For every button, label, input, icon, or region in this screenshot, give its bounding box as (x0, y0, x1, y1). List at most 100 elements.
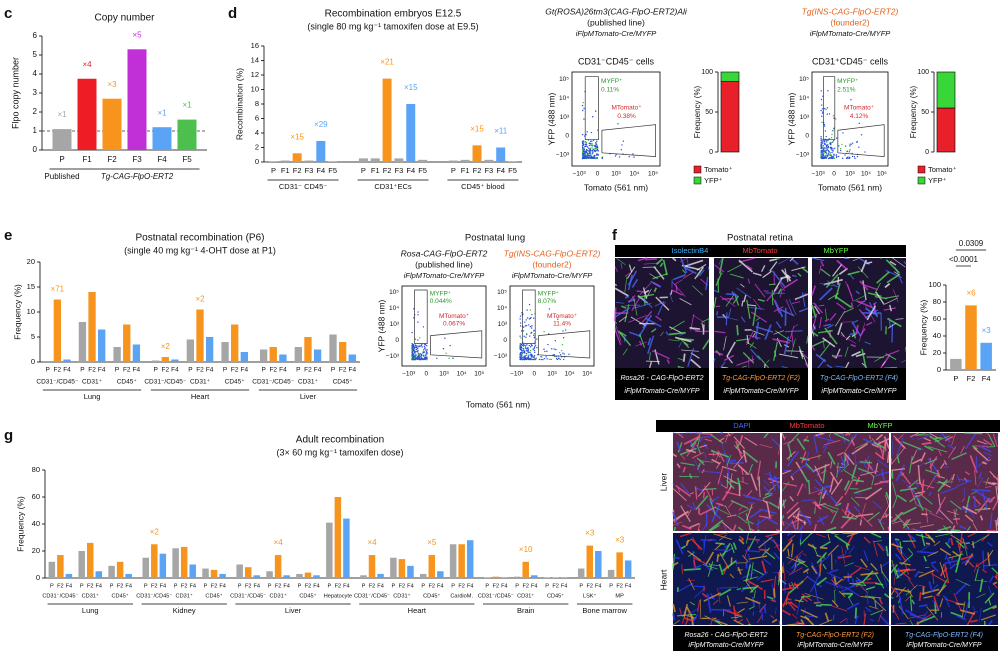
micrograph-texture (984, 592, 995, 604)
micrograph-texture (749, 509, 762, 519)
micrograph-texture (893, 435, 907, 449)
flow-event (590, 131, 593, 134)
micrograph-texture (837, 555, 852, 559)
bar (57, 555, 64, 578)
micrograph-texture (773, 350, 777, 357)
y-tick-label: 10 (251, 84, 259, 93)
subgroup-label: CD31⁺ (298, 379, 319, 386)
flow-event (520, 356, 522, 359)
micrograph-texture (835, 365, 846, 368)
micrograph-texture (773, 552, 781, 560)
flow-event (527, 358, 529, 360)
flow-event (519, 353, 521, 356)
flow-event (414, 346, 416, 349)
micrograph-texture (873, 441, 886, 450)
micrograph-texture (972, 541, 975, 549)
x-tick-label: F4 (377, 583, 384, 589)
micrograph-texture (783, 521, 793, 532)
flow-event (825, 135, 827, 138)
micrograph-texture (637, 293, 655, 298)
stain-label: MbYFP (823, 246, 848, 255)
micrograph-texture (738, 507, 754, 515)
flow-event (525, 353, 528, 355)
flow-event (559, 358, 561, 361)
micrograph-texture (672, 453, 678, 458)
flow-event (820, 90, 822, 92)
micrograph-texture (816, 436, 836, 443)
chart-title: Postnatal recombination (P6) (136, 233, 265, 244)
micrograph-texture (986, 529, 997, 532)
flow-frame (401, 285, 487, 367)
micrograph-texture (628, 314, 648, 323)
y-tick-label: 80 (32, 465, 40, 474)
micrograph-texture (727, 501, 735, 508)
bar (142, 557, 149, 578)
micrograph-texture (758, 536, 773, 549)
flow-event (525, 324, 528, 327)
micrograph-texture (865, 321, 873, 326)
micrograph-texture (820, 504, 836, 513)
micrograph-texture (776, 529, 781, 532)
micrograph-texture (860, 503, 866, 520)
micrograph-texture (918, 569, 935, 578)
micrograph-texture (715, 542, 725, 545)
x-tick-label: F2 (57, 583, 64, 589)
flow-event (584, 151, 586, 153)
bar (296, 573, 303, 578)
flow-event (826, 141, 828, 143)
micrograph-texture (841, 321, 854, 323)
flow-event (583, 118, 585, 120)
bar (343, 518, 350, 578)
micrograph-texture (929, 457, 932, 472)
micrograph-texture (618, 315, 627, 323)
micrograph-texture (819, 304, 825, 307)
micrograph-texture (978, 607, 982, 623)
micrograph-texture (803, 355, 809, 367)
micrograph-texture (690, 437, 699, 448)
flow-event (524, 355, 527, 357)
micrograph-texture (914, 481, 935, 489)
micrograph-texture (790, 338, 796, 356)
micrograph-texture (771, 270, 786, 287)
micrograph-texture (972, 606, 976, 611)
micrograph-texture (675, 284, 678, 292)
micrograph-texture (745, 504, 753, 521)
micrograph-texture (979, 578, 984, 593)
flow-event (529, 317, 532, 320)
bar (78, 322, 87, 362)
micrograph-texture (919, 544, 931, 553)
flow-event (592, 148, 594, 150)
flow-x-tick: 10⁴ (629, 171, 639, 178)
micrograph-texture (677, 365, 685, 369)
micrograph-texture (769, 487, 774, 491)
flow-y-tick: 10³ (800, 114, 810, 121)
micrograph-texture (713, 296, 717, 309)
flow-event (824, 157, 826, 159)
micrograph-texture (745, 578, 763, 591)
y-axis-label: Recombination (%) (234, 68, 244, 140)
micrograph-texture (771, 290, 775, 296)
micrograph-texture (964, 514, 974, 523)
micrograph-texture (773, 588, 776, 598)
flow-event (849, 149, 851, 151)
y-tick-label: 14 (251, 55, 259, 64)
micrograph-texture (813, 524, 817, 532)
micrograph-texture (857, 266, 869, 279)
micrograph-texture (800, 615, 810, 620)
gate-name: MTomato⁺ (611, 104, 642, 111)
flow-event (820, 136, 822, 138)
micrograph-texture (892, 257, 906, 268)
flow-event (529, 349, 532, 352)
micrograph-texture (937, 479, 949, 493)
panel-letter: c (4, 5, 12, 22)
flow-event (822, 149, 825, 151)
x-tick-label: P (50, 583, 54, 589)
flow-event (620, 149, 622, 151)
micrograph-texture (801, 352, 809, 359)
x-tick-label: F4 (171, 367, 179, 374)
flow-event (586, 151, 588, 153)
x-tick-label: F5 (418, 166, 427, 175)
micrograph-texture (778, 497, 781, 510)
bar (292, 153, 302, 162)
flow-y-tick: 10³ (390, 321, 400, 328)
